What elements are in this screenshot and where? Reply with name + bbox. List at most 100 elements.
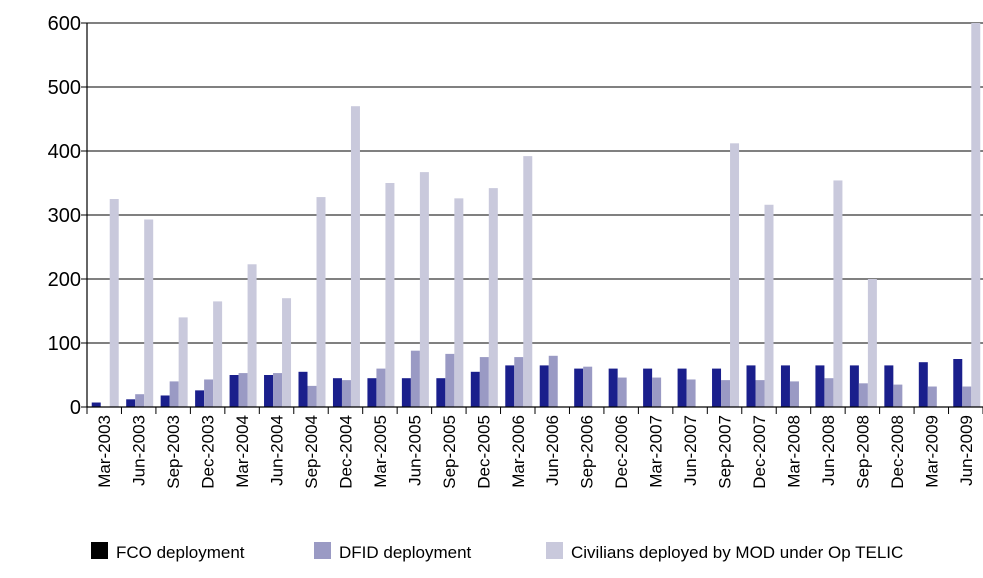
legend: FCO deployment DFID deployment Civilians d…: [91, 542, 903, 562]
x-tick-label: Mar-2006: [509, 415, 528, 488]
x-tick-label: Sep-2007: [716, 415, 735, 489]
bar-civilians-deployed-by-mod-under-op-telic-mar-2005: [385, 183, 395, 407]
x-tick-label: Sep-2005: [440, 415, 459, 489]
x-tick-label: Jun-2007: [681, 415, 700, 486]
x-tick-label: Mar-2003: [95, 415, 114, 488]
bar-civilians-deployed-by-mod-under-op-telic-dec-2004: [350, 106, 360, 407]
bar-fco-deployment-dec-2003: [195, 390, 205, 407]
legend-swatch: [91, 542, 108, 559]
y-tick-label: 100: [48, 333, 81, 355]
bar-fco-deployment-jun-2009: [953, 359, 963, 407]
bar-fco-deployment-jun-2005: [401, 378, 411, 407]
x-tick-label: Mar-2004: [233, 415, 252, 488]
x-tick-label: Jun-2005: [405, 415, 424, 486]
bar-dfid-deployment-mar-2004: [238, 373, 248, 407]
x-tick-label: Jun-2009: [957, 415, 976, 486]
bar-civilians-deployed-by-mod-under-op-telic-mar-2003: [109, 199, 119, 407]
bar-fco-deployment-mar-2008: [780, 365, 790, 407]
bar-fco-deployment-dec-2004: [332, 378, 342, 407]
bar-civilians-deployed-by-mod-under-op-telic-jun-2003: [144, 219, 154, 407]
legend-label: Civilians deployed by MOD under Op TELIC: [571, 543, 903, 562]
bar-civilians-deployed-by-mod-under-op-telic-sep-2005: [454, 198, 464, 407]
bar-civilians-deployed-by-mod-under-op-telic-sep-2007: [730, 143, 740, 407]
legend-label: DFID deployment: [339, 543, 472, 562]
x-tick-label: Sep-2004: [302, 415, 321, 489]
bar-fco-deployment-mar-2004: [229, 375, 239, 407]
bar-fco-deployment-mar-2006: [505, 365, 515, 407]
x-tick-label: Jun-2004: [268, 415, 287, 486]
bar-dfid-deployment-jun-2008: [824, 378, 834, 407]
y-tick-label: 200: [48, 269, 81, 291]
bar-civilians-deployed-by-mod-under-op-telic-jun-2008: [833, 180, 843, 407]
bar-fco-deployment-mar-2007: [643, 368, 653, 407]
bar-fco-deployment-dec-2006: [608, 368, 618, 407]
bar-civilians-deployed-by-mod-under-op-telic-mar-2006: [523, 156, 533, 407]
x-tick-label: Sep-2008: [853, 415, 872, 489]
grid-lines: [87, 22, 983, 344]
bar-fco-deployment-sep-2006: [574, 368, 584, 407]
y-axis-ticks: 0 100 200 300 400 500 600: [48, 13, 87, 419]
y-tick-label: 500: [48, 77, 81, 99]
bar-civilians-deployed-by-mod-under-op-telic-jun-2004: [282, 298, 292, 407]
bar-civilians-deployed-by-mod-under-op-telic-sep-2003: [178, 317, 188, 407]
bar-civilians-deployed-by-mod-under-op-telic-dec-2007: [764, 204, 774, 407]
bar-dfid-deployment-jun-2003: [135, 394, 145, 407]
x-tick-label: Jun-2008: [819, 415, 838, 486]
bar-fco-deployment-sep-2004: [298, 371, 308, 407]
x-tick-label: Dec-2004: [336, 415, 355, 489]
x-tick-label: Mar-2007: [647, 415, 666, 488]
bar-fco-deployment-mar-2003: [91, 402, 101, 407]
bar-civilians-deployed-by-mod-under-op-telic-jun-2009: [971, 23, 981, 407]
bar-dfid-deployment-dec-2008: [893, 384, 903, 407]
bar-civilians-deployed-by-mod-under-op-telic-sep-2004: [316, 197, 326, 407]
x-tick-label: Mar-2008: [784, 415, 803, 488]
bar-fco-deployment-jun-2008: [815, 365, 825, 407]
x-tick-label: Sep-2006: [578, 415, 597, 489]
x-tick-label: Dec-2008: [888, 415, 907, 489]
bar-dfid-deployment-sep-2006: [583, 366, 593, 407]
bar-dfid-deployment-sep-2004: [307, 385, 317, 407]
bar-fco-deployment-jun-2004: [264, 375, 274, 407]
bar-fco-deployment-dec-2007: [746, 365, 756, 407]
bar-civilians-deployed-by-mod-under-op-telic-sep-2008: [867, 279, 877, 407]
bar-civilians-deployed-by-mod-under-op-telic-dec-2005: [488, 188, 498, 407]
x-tick-label: Jun-2006: [543, 415, 562, 486]
bar-dfid-deployment-jun-2004: [273, 373, 283, 407]
legend-label: FCO deployment: [116, 543, 245, 562]
bar-dfid-deployment-dec-2003: [204, 379, 214, 407]
bar-dfid-deployment-sep-2005: [445, 353, 455, 407]
bar-fco-deployment-sep-2005: [436, 378, 446, 407]
bar-dfid-deployment-sep-2008: [858, 383, 868, 407]
bar-dfid-deployment-mar-2005: [376, 368, 386, 407]
legend-swatch: [546, 542, 563, 559]
bar-fco-deployment-sep-2007: [712, 368, 722, 407]
bar-dfid-deployment-mar-2008: [789, 381, 799, 407]
bar-dfid-deployment-dec-2004: [341, 380, 351, 407]
x-tick-label: Dec-2006: [612, 415, 631, 489]
bar-fco-deployment-dec-2008: [884, 365, 894, 407]
bar-dfid-deployment-jun-2006: [548, 355, 558, 407]
bar-dfid-deployment-jun-2007: [686, 379, 696, 407]
bar-dfid-deployment-mar-2006: [514, 357, 524, 407]
bar-civilians-deployed-by-mod-under-op-telic-dec-2003: [213, 301, 223, 407]
x-axis-labels: Mar-2003 Jun-2003 Sep-2003 Dec-2003 Mar-2004…: [95, 415, 976, 489]
bar-dfid-deployment-jun-2009: [962, 386, 972, 407]
x-tick-label: Dec-2003: [199, 415, 218, 489]
x-tick-label: Mar-2005: [371, 415, 390, 488]
y-tick-label: 400: [48, 141, 81, 163]
bar-dfid-deployment-sep-2007: [721, 380, 731, 407]
bar-civilians-deployed-by-mod-under-op-telic-mar-2004: [247, 264, 257, 407]
bar-fco-deployment-dec-2005: [470, 371, 480, 407]
y-tick-label: 600: [48, 13, 81, 35]
bars: [91, 23, 981, 407]
bar-dfid-deployment-mar-2007: [652, 377, 662, 407]
y-tick-label: 300: [48, 205, 81, 227]
legend-swatch: [314, 542, 331, 559]
x-tick-label: Jun-2003: [130, 415, 149, 486]
bar-fco-deployment-sep-2003: [160, 395, 170, 407]
bar-dfid-deployment-dec-2005: [479, 357, 489, 407]
bar-dfid-deployment-dec-2007: [755, 380, 765, 407]
x-tick-label: Dec-2005: [474, 415, 493, 489]
bar-dfid-deployment-dec-2006: [617, 377, 627, 407]
bar-fco-deployment-mar-2005: [367, 378, 377, 407]
